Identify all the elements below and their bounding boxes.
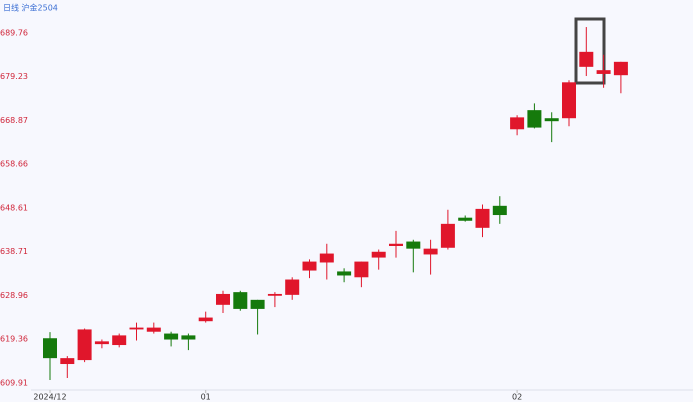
candle-body <box>181 335 196 340</box>
candle-body <box>440 223 455 248</box>
candle-body <box>43 338 57 359</box>
candle-body <box>319 253 334 263</box>
candle-body <box>510 117 525 130</box>
candle-body <box>613 61 628 76</box>
y-tick-label: 638.71 <box>0 247 28 256</box>
y-tick-label: 628.96 <box>0 291 28 300</box>
candle-body <box>337 271 352 276</box>
candle-body <box>233 292 248 309</box>
candle-body <box>475 208 490 228</box>
candle-body <box>112 335 127 346</box>
x-tick-label: 2024/12 <box>33 393 66 402</box>
candle-body <box>562 82 576 119</box>
chart-title: 日线 沪金2504 <box>3 3 58 13</box>
candle-body <box>406 241 421 249</box>
y-tick-label: 658.66 <box>0 160 28 169</box>
candle-body <box>146 327 161 332</box>
candle-body <box>77 329 92 361</box>
candle-body <box>596 70 611 74</box>
y-tick-label: 679.23 <box>0 72 28 81</box>
candle-body <box>527 110 542 128</box>
candle-body <box>302 261 317 271</box>
candle-body <box>544 118 559 122</box>
y-tick-label: 609.91 <box>0 378 28 387</box>
y-tick-label: 668.87 <box>0 116 28 125</box>
candle-body <box>216 293 230 305</box>
candle-body <box>371 251 386 258</box>
highlight-box <box>574 17 606 85</box>
candle-body <box>129 327 144 330</box>
candle-body <box>60 358 75 365</box>
candle-body <box>250 299 265 309</box>
candle-body <box>354 261 369 278</box>
candle-body <box>267 293 282 296</box>
candle-body <box>458 217 473 221</box>
candle-body <box>164 333 179 340</box>
candle-body <box>285 279 300 295</box>
y-tick-label: 619.36 <box>0 335 28 344</box>
x-tick-label: 02 <box>512 393 522 402</box>
candle-body <box>579 51 594 67</box>
y-tick-label: 689.76 <box>0 28 28 37</box>
candle-body <box>423 248 438 255</box>
y-tick-label: 648.61 <box>0 203 28 212</box>
x-tick-label: 01 <box>201 393 211 402</box>
candle-body <box>198 317 213 322</box>
candle-body <box>94 341 109 345</box>
candle-body <box>389 243 403 246</box>
candle-body <box>492 205 507 216</box>
